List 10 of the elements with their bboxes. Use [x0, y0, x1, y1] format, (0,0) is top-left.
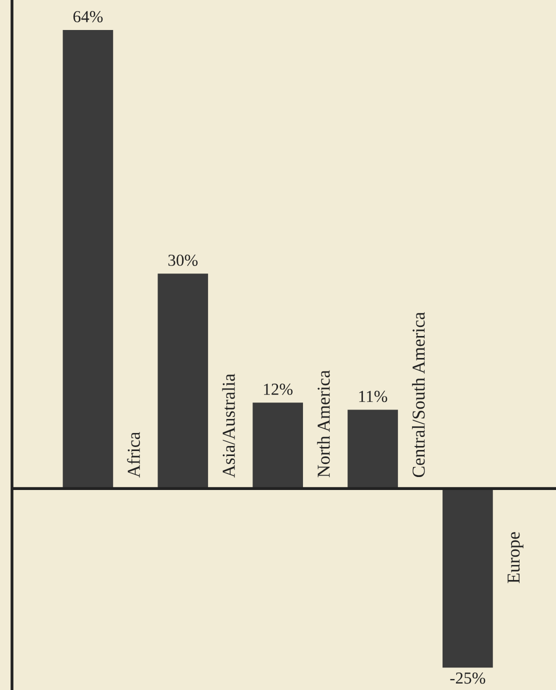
x-tick-label: North America — [317, 370, 330, 478]
x-tick-label: Europe — [508, 532, 524, 584]
data-label: 64% — [73, 11, 103, 22]
x-tick-label: Central/South America — [412, 312, 425, 478]
x-tick-label: Africa — [127, 432, 140, 478]
data-label: 12% — [264, 384, 293, 395]
data-label: 11% — [359, 390, 388, 402]
data-label: 30% — [168, 254, 198, 266]
data-label: -25% — [450, 672, 486, 684]
x-tick-label: Asia/Australia — [222, 374, 235, 478]
